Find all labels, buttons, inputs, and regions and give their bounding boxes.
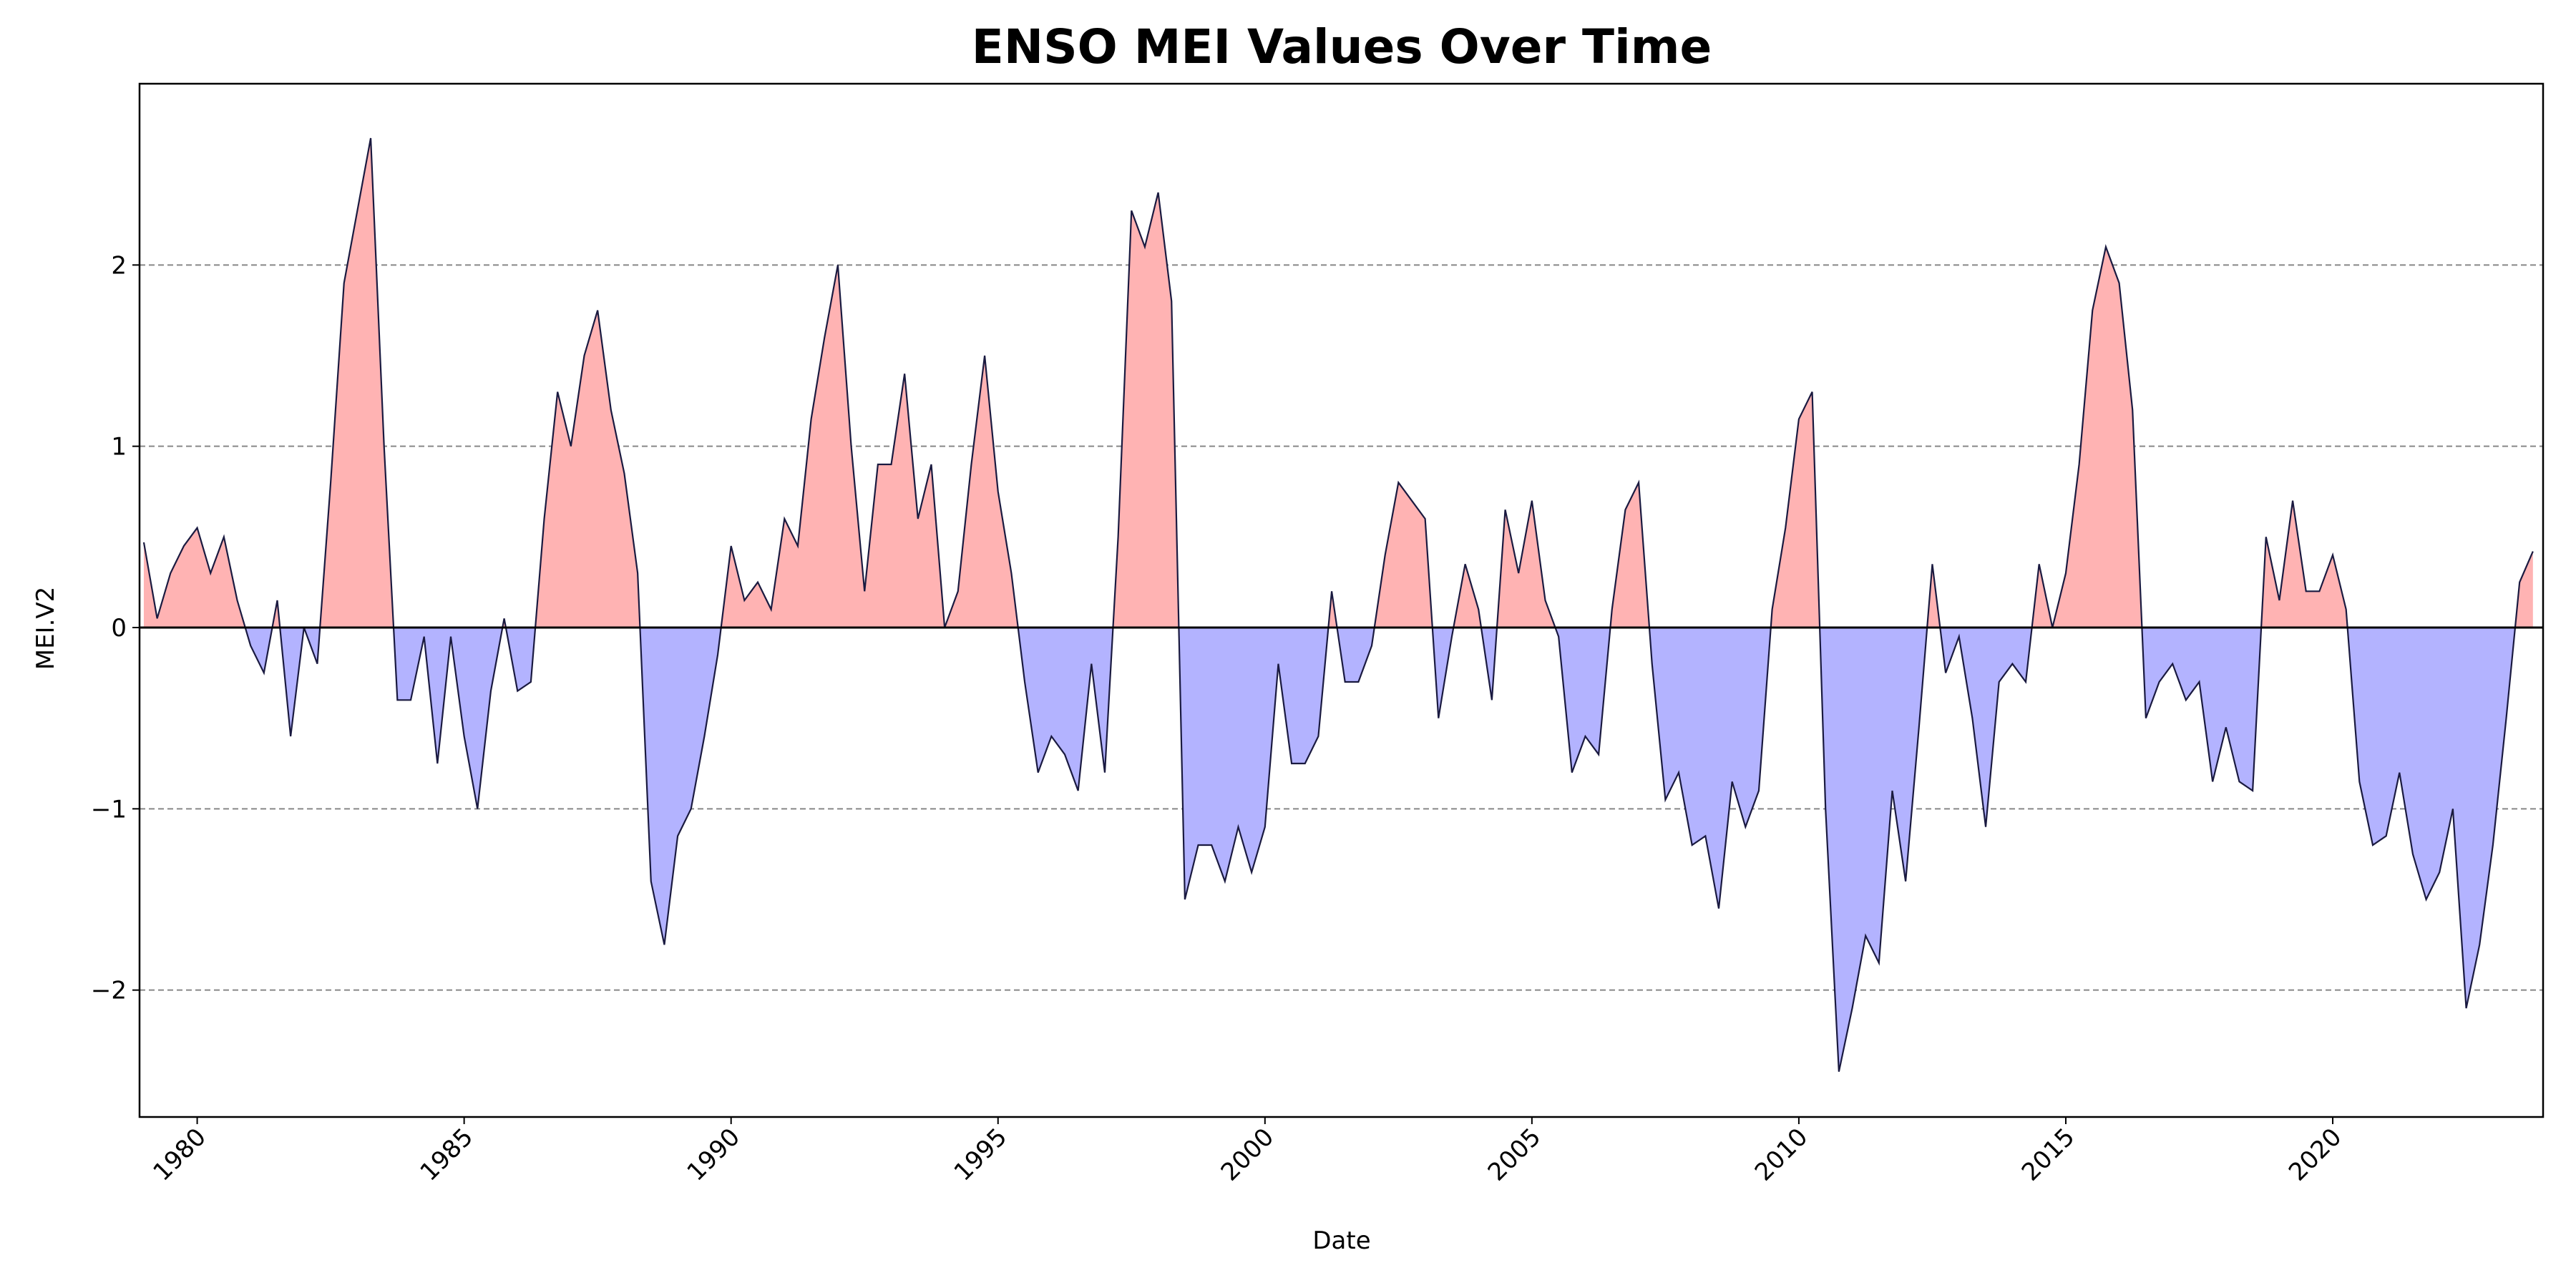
y-tick-label: −2 [91,977,127,1005]
y-tick-label: 2 [111,251,127,280]
x-tick-label: 2010 [1750,1123,1813,1186]
x-tick-label: 2000 [1216,1123,1279,1186]
x-axis-label: Date [1312,1226,1370,1255]
y-tick-label: −1 [91,795,127,824]
x-tick-label: 2015 [2016,1123,2080,1186]
x-tick-label: 2005 [1483,1123,1546,1186]
x-tick-label: 1985 [415,1123,479,1186]
x-tick-label: 1990 [682,1123,746,1186]
y-axis-label: MEI.V2 [31,587,60,670]
y-tick-label: 1 [111,433,127,462]
y-tick-label: 0 [111,614,127,643]
x-tick-label: 2020 [2283,1123,2347,1186]
chart-title: ENSO MEI Values Over Time [972,19,1712,74]
x-tick-label: 1995 [949,1123,1013,1186]
positive-area [143,138,2533,628]
line [142,137,2534,1072]
plot-frame [138,82,2545,1118]
negative-area [143,628,2533,1072]
x-tick-label: 1980 [147,1123,211,1186]
